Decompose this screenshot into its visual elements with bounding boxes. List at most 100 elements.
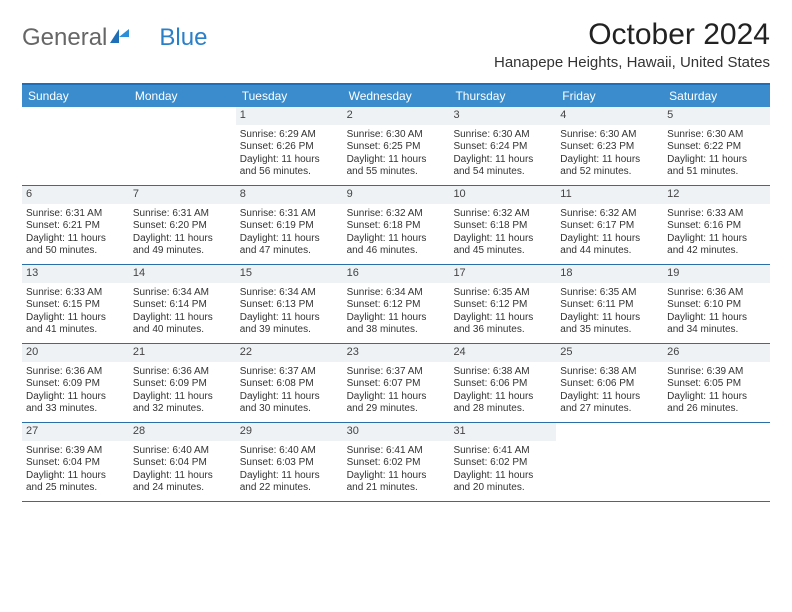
sunrise-text: Sunrise: 6:32 AM	[347, 208, 446, 221]
day-number: 23	[343, 344, 450, 362]
day-number: 20	[22, 344, 129, 362]
daylight-text: Daylight: 11 hours and 34 minutes.	[667, 312, 766, 337]
logo-text-general: General	[22, 24, 107, 52]
day-cell: 27Sunrise: 6:39 AMSunset: 6:04 PMDayligh…	[22, 423, 129, 501]
daylight-text: Daylight: 11 hours and 47 minutes.	[240, 233, 339, 258]
sunrise-text: Sunrise: 6:33 AM	[667, 208, 766, 221]
sunset-text: Sunset: 6:04 PM	[133, 457, 232, 470]
day-number: 18	[556, 265, 663, 283]
daylight-text: Daylight: 11 hours and 28 minutes.	[453, 391, 552, 416]
daylight-text: Daylight: 11 hours and 22 minutes.	[240, 470, 339, 495]
day-number: 31	[449, 423, 556, 441]
dow-cell: Saturday	[663, 85, 770, 107]
day-number: 13	[22, 265, 129, 283]
daylight-text: Daylight: 11 hours and 36 minutes.	[453, 312, 552, 337]
day-cell: 14Sunrise: 6:34 AMSunset: 6:14 PMDayligh…	[129, 265, 236, 343]
daylight-text: Daylight: 11 hours and 41 minutes.	[26, 312, 125, 337]
sunset-text: Sunset: 6:05 PM	[667, 378, 766, 391]
daylight-text: Daylight: 11 hours and 25 minutes.	[26, 470, 125, 495]
day-cell	[556, 423, 663, 501]
sunrise-text: Sunrise: 6:30 AM	[453, 129, 552, 142]
daylight-text: Daylight: 11 hours and 35 minutes.	[560, 312, 659, 337]
sunset-text: Sunset: 6:23 PM	[560, 141, 659, 154]
sunset-text: Sunset: 6:13 PM	[240, 299, 339, 312]
sunset-text: Sunset: 6:24 PM	[453, 141, 552, 154]
daylight-text: Daylight: 11 hours and 39 minutes.	[240, 312, 339, 337]
sunset-text: Sunset: 6:26 PM	[240, 141, 339, 154]
daylight-text: Daylight: 11 hours and 51 minutes.	[667, 154, 766, 179]
daylight-text: Daylight: 11 hours and 40 minutes.	[133, 312, 232, 337]
day-number: 4	[556, 107, 663, 125]
dow-cell: Thursday	[449, 85, 556, 107]
day-number: 1	[236, 107, 343, 125]
sunset-text: Sunset: 6:09 PM	[133, 378, 232, 391]
daylight-text: Daylight: 11 hours and 27 minutes.	[560, 391, 659, 416]
day-cell: 1Sunrise: 6:29 AMSunset: 6:26 PMDaylight…	[236, 107, 343, 185]
daylight-text: Daylight: 11 hours and 26 minutes.	[667, 391, 766, 416]
sunset-text: Sunset: 6:18 PM	[347, 220, 446, 233]
day-cell	[129, 107, 236, 185]
week-row: 20 Sunrise: 6:36 AM Sunset: 6:09 PM Dayligh…	[22, 344, 770, 423]
day-cell	[663, 423, 770, 501]
sunset-text: Sunset: 6:20 PM	[133, 220, 232, 233]
day-cell: 2Sunrise: 6:30 AMSunset: 6:25 PMDaylight…	[343, 107, 450, 185]
sunset-text: Sunset: 6:11 PM	[560, 299, 659, 312]
day-cell: 17Sunrise: 6:35 AMSunset: 6:12 PMDayligh…	[449, 265, 556, 343]
day-number: 21	[129, 344, 236, 362]
sunrise-text: Sunrise: 6:30 AM	[560, 129, 659, 142]
sunset-text: Sunset: 6:06 PM	[560, 378, 659, 391]
week-row: 13Sunrise: 6:33 AMSunset: 6:15 PMDayligh…	[22, 265, 770, 344]
daylight-text: Daylight: 11 hours and 20 minutes.	[453, 470, 552, 495]
day-cell: 13Sunrise: 6:33 AMSunset: 6:15 PMDayligh…	[22, 265, 129, 343]
sunrise-text: Sunrise: 6:34 AM	[240, 287, 339, 300]
dow-cell: Sunday	[22, 85, 129, 107]
day-cell: 23Sunrise: 6:37 AMSunset: 6:07 PMDayligh…	[343, 344, 450, 422]
sunrise-text: Sunrise: 6:36 AM	[26, 366, 125, 379]
day-number: 14	[129, 265, 236, 283]
sunrise-text: Sunrise: 6:41 AM	[347, 445, 446, 458]
sunset-text: Sunset: 6:12 PM	[347, 299, 446, 312]
week-row: 27Sunrise: 6:39 AMSunset: 6:04 PMDayligh…	[22, 423, 770, 502]
day-number: 5	[663, 107, 770, 125]
daylight-text: Daylight: 11 hours and 44 minutes.	[560, 233, 659, 258]
day-cell: 25Sunrise: 6:38 AMSunset: 6:06 PMDayligh…	[556, 344, 663, 422]
day-cell: 11Sunrise: 6:32 AMSunset: 6:17 PMDayligh…	[556, 186, 663, 264]
day-number: 30	[343, 423, 450, 441]
sunset-text: Sunset: 6:06 PM	[453, 378, 552, 391]
week-row: 1Sunrise: 6:29 AMSunset: 6:26 PMDaylight…	[22, 107, 770, 186]
sunset-text: Sunset: 6:15 PM	[26, 299, 125, 312]
sunrise-text: Sunrise: 6:35 AM	[453, 287, 552, 300]
sunset-text: Sunset: 6:12 PM	[453, 299, 552, 312]
calendar: SundayMondayTuesdayWednesdayThursdayFrid…	[22, 83, 770, 502]
day-number: 10	[449, 186, 556, 204]
sunrise-text: Sunrise: 6:40 AM	[240, 445, 339, 458]
sunset-text: Sunset: 6:25 PM	[347, 141, 446, 154]
day-number: 16	[343, 265, 450, 283]
daylight-text: Daylight: 11 hours and 38 minutes.	[347, 312, 446, 337]
day-cell: 5Sunrise: 6:30 AMSunset: 6:22 PMDaylight…	[663, 107, 770, 185]
day-cell: 8Sunrise: 6:31 AMSunset: 6:19 PMDaylight…	[236, 186, 343, 264]
sunset-text: Sunset: 6:18 PM	[453, 220, 552, 233]
month-title: October 2024	[494, 18, 770, 52]
sunset-text: Sunset: 6:21 PM	[26, 220, 125, 233]
daylight-text: Daylight: 11 hours and 45 minutes.	[453, 233, 552, 258]
sunrise-text: Sunrise: 6:37 AM	[240, 366, 339, 379]
day-number: 11	[556, 186, 663, 204]
daylight-text: Daylight: 11 hours and 29 minutes.	[347, 391, 446, 416]
sunrise-text: Sunrise: 6:38 AM	[453, 366, 552, 379]
sunrise-text: Sunrise: 6:30 AM	[667, 129, 766, 142]
day-cell: 22Sunrise: 6:37 AMSunset: 6:08 PMDayligh…	[236, 344, 343, 422]
day-cell: 20Sunrise: 6:36 AMSunset: 6:09 PMDayligh…	[22, 344, 129, 422]
day-cell: 16Sunrise: 6:34 AMSunset: 6:12 PMDayligh…	[343, 265, 450, 343]
logo-text-blue: Blue	[159, 24, 207, 52]
dow-header-row: SundayMondayTuesdayWednesdayThursdayFrid…	[22, 85, 770, 107]
sunset-text: Sunset: 6:14 PM	[133, 299, 232, 312]
sunrise-text: Sunrise: 6:39 AM	[26, 445, 125, 458]
day-cell: 21Sunrise: 6:36 AMSunset: 6:09 PMDayligh…	[129, 344, 236, 422]
sunrise-text: Sunrise: 6:31 AM	[240, 208, 339, 221]
logo: General Blue	[22, 18, 207, 52]
day-number: 15	[236, 265, 343, 283]
day-number: 8	[236, 186, 343, 204]
sunrise-text: Sunrise: 6:31 AM	[26, 208, 125, 221]
sunset-text: Sunset: 6:08 PM	[240, 378, 339, 391]
